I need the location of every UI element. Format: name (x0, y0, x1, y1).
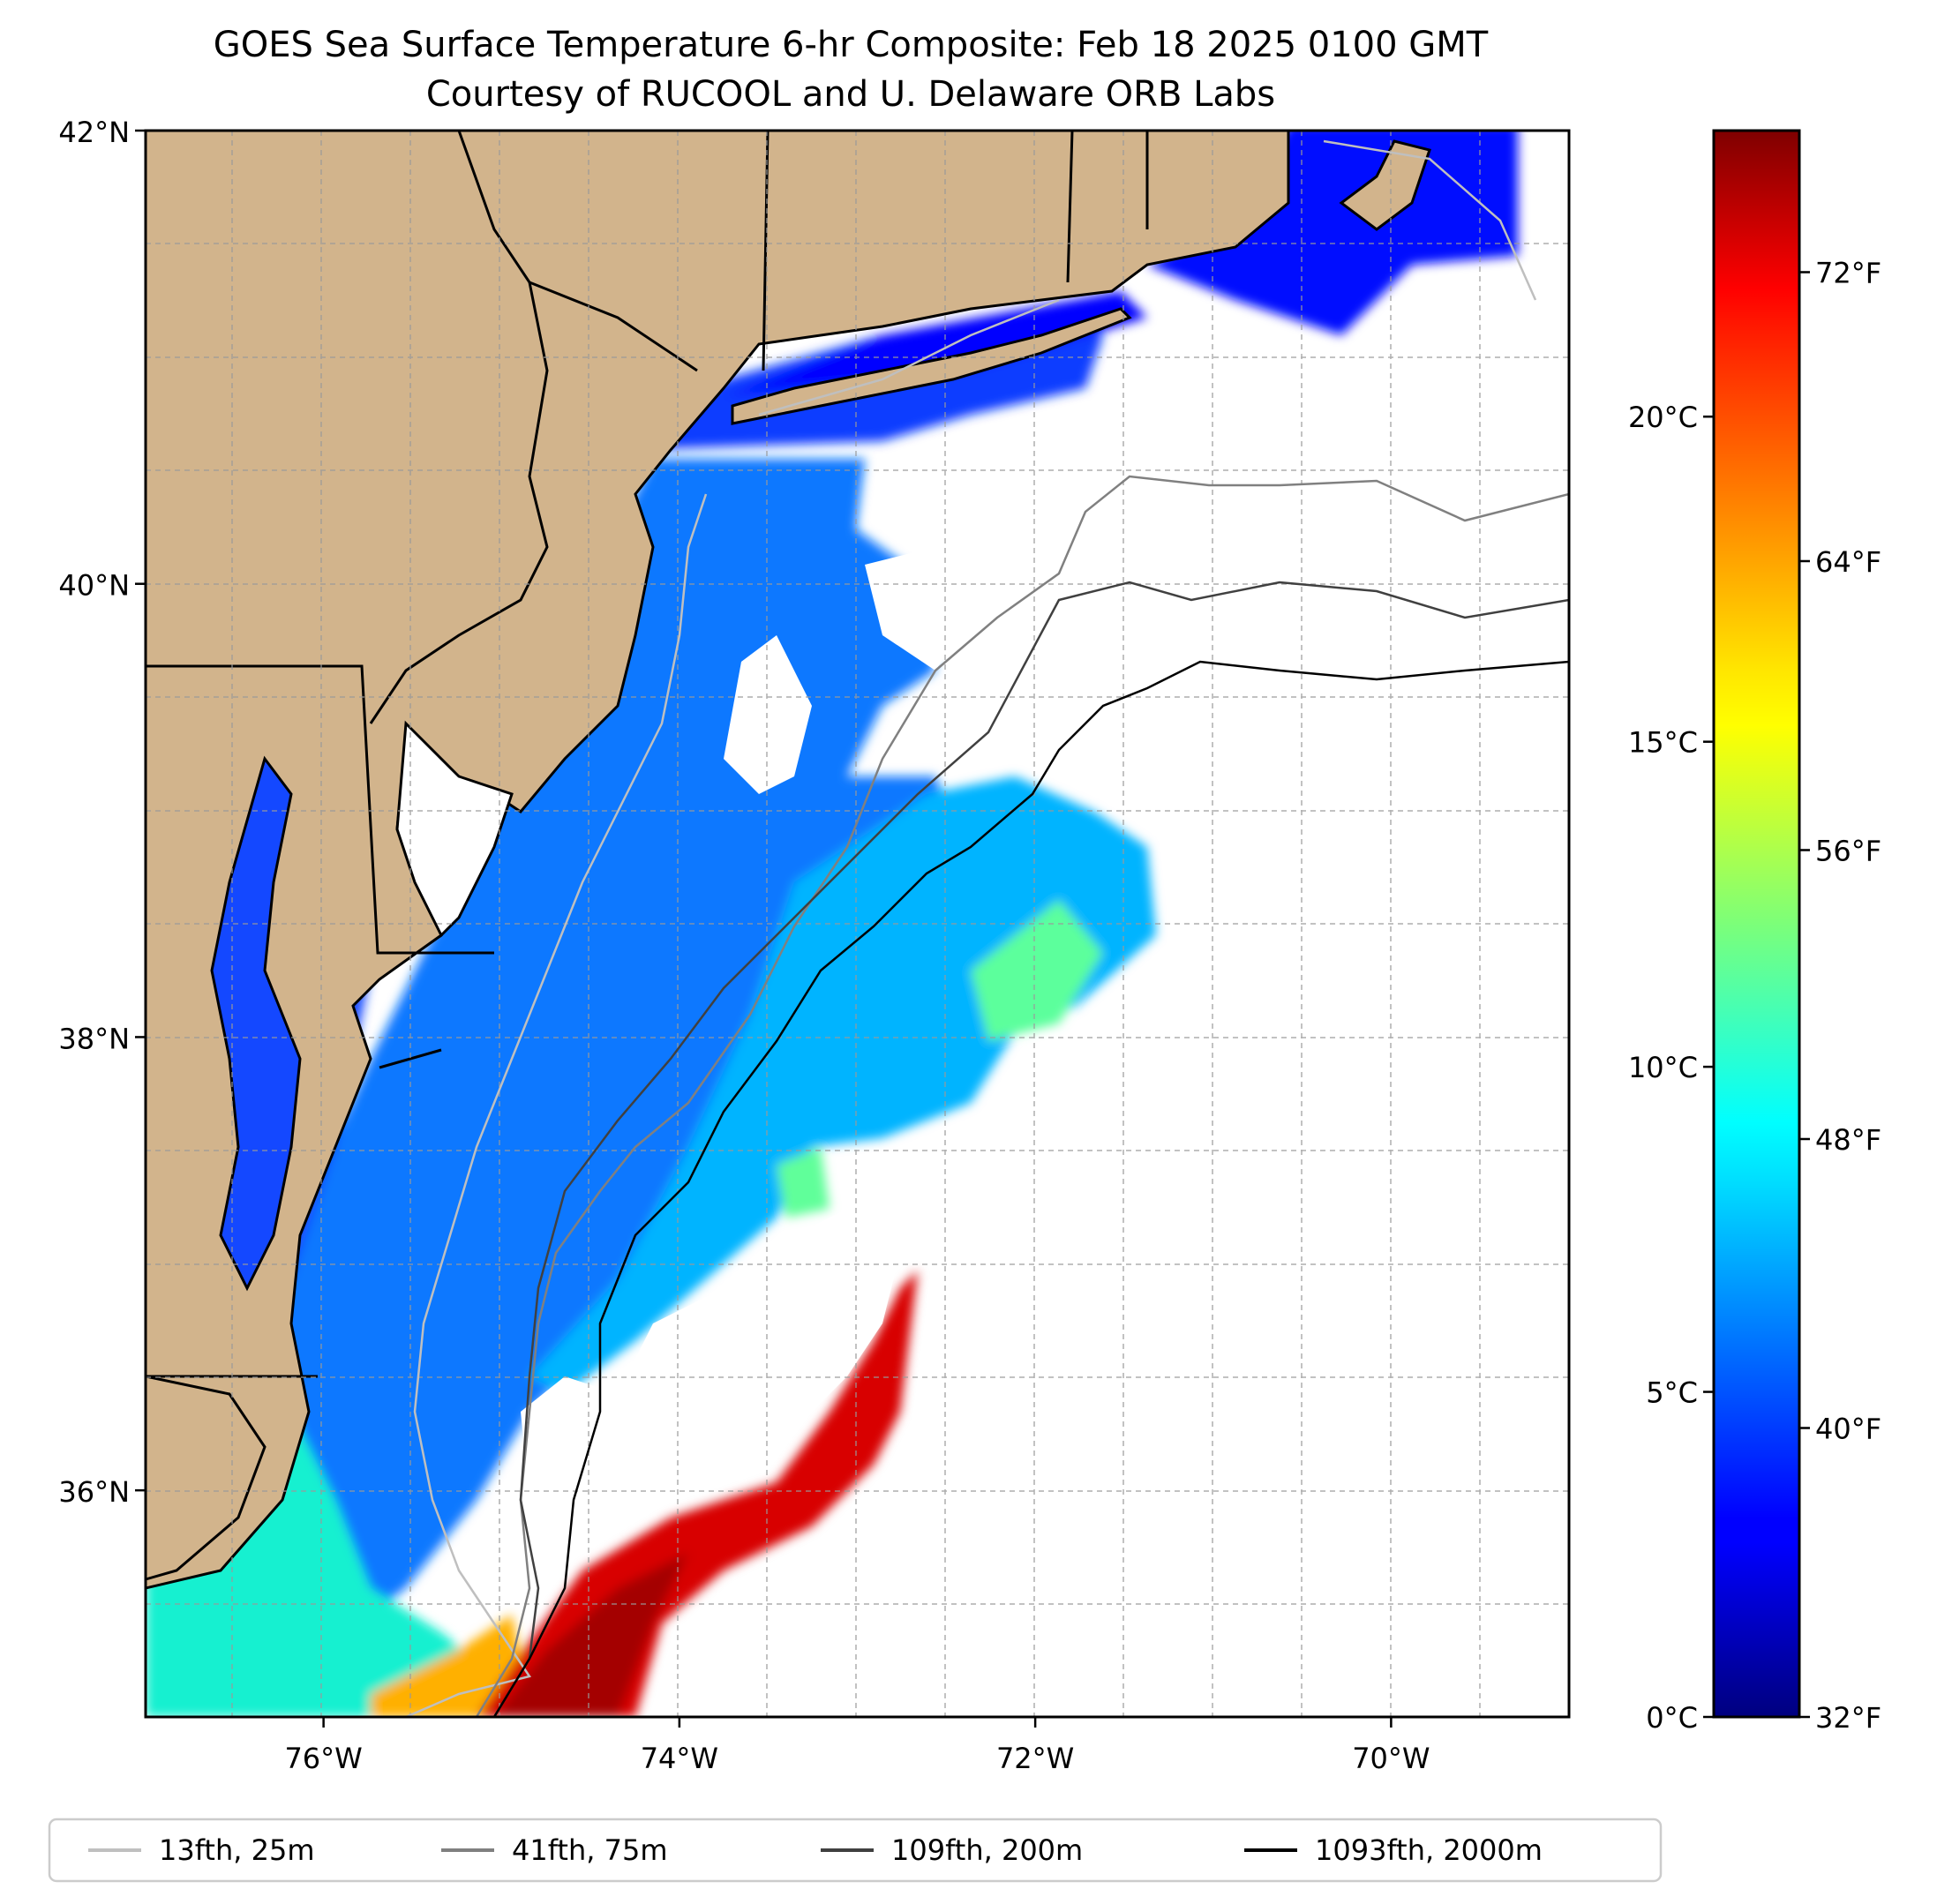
colorbar-fahrenheit-label: 32°F (1815, 1701, 1881, 1735)
lon-tick-label: 74°W (641, 1742, 718, 1775)
colorbar-fahrenheit-label: 56°F (1815, 834, 1881, 867)
colorbar-celsius-axis: 0°C 5°C 10°C 15°C 20°C (1628, 401, 1714, 1735)
land-cape-cod (1339, 139, 1431, 231)
legend-label: 13fth, 25m (159, 1833, 314, 1867)
sst-gulf-stream (477, 1271, 918, 1717)
colorbar-celsius-label: 0°C (1646, 1701, 1698, 1735)
longitude-axis: 76°W 74°W 72°W 70°W (284, 1717, 1430, 1775)
sst-green-patch (971, 900, 1103, 1041)
legend-label: 109fth, 200m (891, 1833, 1083, 1867)
sst-outer-shelf (529, 776, 1156, 1394)
colorbar-gradient (1712, 129, 1801, 1719)
sst-cold-capecod (1147, 131, 1518, 335)
legend-label: 41fth, 75m (512, 1833, 667, 1867)
colorbar-celsius-label: 10°C (1628, 1051, 1698, 1084)
colorbar-celsius-label: 15°C (1628, 726, 1698, 760)
map-title-line1: GOES Sea Surface Temperature 6-hr Compos… (214, 25, 1489, 65)
lon-tick-label: 70°W (1352, 1742, 1430, 1775)
colorbar-celsius-label: 20°C (1628, 401, 1698, 434)
map-panel (146, 131, 1569, 1717)
land (146, 131, 1569, 1590)
colorbar-celsius-label: 5°C (1646, 1376, 1698, 1410)
contour-75m (475, 475, 1569, 1717)
sst-gulf-stream-core (494, 1553, 688, 1717)
bathymetry-contours (405, 139, 1569, 1717)
contour-200m (492, 581, 1569, 1717)
lon-tick-label: 76°W (284, 1742, 362, 1775)
map-title-line2: Courtesy of RUCOOL and U. Delaware ORB L… (426, 74, 1275, 115)
land-chesapeake-bay (210, 755, 302, 1292)
colorbar-fahrenheit-label: 72°F (1815, 256, 1881, 289)
lat-tick-label: 38°N (58, 1022, 130, 1055)
colorbar-fahrenheit-axis: 32°F 40°F 48°F 56°F 64°F 72°F (1799, 256, 1881, 1735)
latitude-axis: 42°N 40°N 38°N 36°N (58, 116, 146, 1509)
sst-green-patch-2 (777, 1147, 830, 1218)
lat-tick-label: 36°N (58, 1475, 130, 1509)
contour-2000m (492, 660, 1569, 1717)
colorbar-fahrenheit-label: 64°F (1815, 545, 1881, 579)
sst-hatteras-warm (371, 1615, 521, 1717)
lat-tick-label: 40°N (58, 569, 130, 603)
land-outer-banks (146, 1375, 267, 1581)
colorbar: 0°C 5°C 10°C 15°C 20°C 32°F 40°F 48°F 56°F 64°F 7… (1628, 129, 1881, 1735)
map-frame (144, 129, 1571, 1719)
gridlines (146, 131, 1569, 1717)
legend-label: 1093fth, 2000m (1315, 1833, 1543, 1867)
land-delmarva-gap (395, 720, 514, 938)
lat-tick-label: 42°N (58, 116, 130, 149)
colorbar-fahrenheit-label: 48°F (1815, 1123, 1881, 1157)
land-northeast (146, 131, 1569, 1590)
sst-cold-sound (724, 291, 1147, 397)
contour-25m (405, 493, 708, 1717)
contour-legend: 13fth, 25m 41fth, 75m 109fth, 200m 1093fth,… (48, 1818, 1663, 1883)
lon-tick-label: 72°W (996, 1742, 1074, 1775)
cloud-gaps (521, 494, 1569, 1570)
colorbar-fahrenheit-label: 40°F (1815, 1412, 1881, 1445)
contour-25m-b (758, 139, 1537, 416)
